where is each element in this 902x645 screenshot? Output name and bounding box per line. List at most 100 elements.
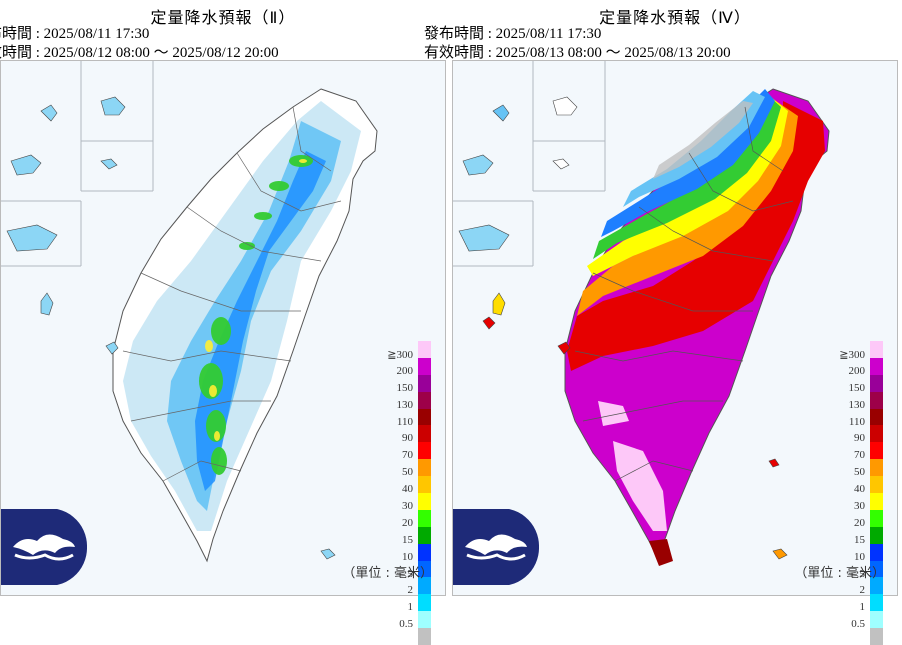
rainfall-map: ≧300 200 150 130 110 90 70 50 40 30 20 15 10 5 2 1 0.5 （… bbox=[452, 60, 898, 645]
legend-label: 15 bbox=[854, 533, 865, 546]
legend-swatch bbox=[418, 357, 431, 375]
legend-row: 70 bbox=[845, 442, 883, 461]
legend-swatch bbox=[418, 526, 431, 544]
legend-row: 10 bbox=[845, 543, 883, 563]
legend-row: 5 bbox=[393, 560, 431, 580]
legend-row: 110 bbox=[393, 408, 431, 428]
legend-swatch bbox=[870, 611, 883, 629]
legend-row: 50 bbox=[845, 459, 883, 478]
issue-time: 發布時間 : 2025/08/11 17:30 bbox=[424, 26, 602, 42]
legend-row bbox=[393, 628, 431, 645]
legend-row: 30 bbox=[393, 493, 431, 512]
legend-swatch bbox=[870, 459, 883, 477]
cwa-cloud-logo-icon bbox=[1, 509, 87, 585]
legend-label: 15 bbox=[402, 533, 413, 546]
legend-row: 90 bbox=[845, 425, 883, 444]
legend-label: 200 bbox=[848, 364, 866, 377]
legend-swatch bbox=[418, 560, 431, 578]
legend-label: 50 bbox=[402, 466, 413, 479]
legend-label: 10 bbox=[402, 550, 413, 563]
legend-label: 50 bbox=[854, 466, 865, 479]
unit-label: （單位 : 毫米） bbox=[342, 566, 433, 581]
legend-swatch bbox=[870, 357, 883, 375]
legend-row bbox=[845, 628, 883, 645]
legend-swatch bbox=[418, 391, 431, 409]
legend-row: 15 bbox=[393, 526, 431, 546]
issue-time: 發布時間 : 2025/08/11 17:30 bbox=[0, 26, 150, 42]
legend-label: 70 bbox=[402, 449, 413, 462]
legend-label: 5 bbox=[859, 567, 866, 580]
legend-label: 90 bbox=[854, 432, 865, 445]
legend-swatch bbox=[870, 374, 883, 392]
panel-title: 定量降水預報（Ⅱ） bbox=[150, 8, 296, 27]
legend-row: 40 bbox=[393, 476, 431, 495]
legend-row: ≧300 bbox=[387, 341, 431, 361]
valid-time: 有效時間 : 2025/08/13 08:00 ～ 2025/08/13 20:… bbox=[424, 45, 731, 61]
legend-row: 130 bbox=[393, 391, 431, 411]
legend-swatch bbox=[418, 425, 431, 443]
legend-swatch bbox=[418, 577, 431, 595]
legend-swatch bbox=[418, 442, 431, 460]
legend-row: 2 bbox=[845, 577, 883, 596]
legend-row: 90 bbox=[393, 425, 431, 444]
legend-label: 150 bbox=[848, 381, 866, 394]
legend-swatch bbox=[870, 391, 883, 409]
legend-row: ≧300 bbox=[839, 341, 883, 361]
forecast-panel-ii: 定量降水預報（Ⅱ） 發布時間 : 2025/08/11 17:30 有效時間 :… bbox=[0, 0, 446, 645]
legend-row: 110 bbox=[845, 408, 883, 428]
legend-label: 40 bbox=[854, 483, 865, 496]
legend-label: 30 bbox=[402, 500, 413, 513]
forecast-panel-iv: 定量降水預報（Ⅳ） 發布時間 : 2025/08/11 17:30 有效時間 :… bbox=[424, 0, 898, 645]
cwa-cloud-logo-icon bbox=[453, 509, 539, 585]
legend-row: 200 bbox=[845, 357, 883, 377]
legend-swatch bbox=[870, 442, 883, 460]
legend-swatch bbox=[870, 408, 883, 426]
legend-row: 5 bbox=[845, 560, 883, 580]
legend-swatch bbox=[418, 459, 431, 477]
legend-row: 15 bbox=[845, 526, 883, 546]
legend-label: 10 bbox=[854, 550, 865, 563]
legend-swatch bbox=[418, 476, 431, 494]
legend-row: 1 bbox=[393, 594, 431, 613]
legend-swatch bbox=[870, 594, 883, 612]
legend-swatch bbox=[870, 577, 883, 595]
taiwan-rainfall-map-iv bbox=[453, 61, 830, 566]
legend-row: 40 bbox=[845, 476, 883, 495]
legend-swatch bbox=[870, 509, 883, 527]
legend-swatch bbox=[418, 408, 431, 426]
legend-label: 20 bbox=[402, 516, 413, 529]
legend-label: ≧300 bbox=[387, 349, 413, 361]
legend-swatch bbox=[870, 543, 883, 561]
legend-row: 10 bbox=[393, 543, 431, 563]
legend-swatch bbox=[418, 493, 431, 510]
legend-label: 150 bbox=[396, 381, 414, 394]
legend-label: 90 bbox=[402, 432, 413, 445]
legend-row: 150 bbox=[393, 374, 431, 394]
rainfall-legend: ≧300 200 150 130 110 90 70 50 40 30 20 15 10 5 2 1 0.5 bbox=[839, 341, 883, 645]
legend-label: 20 bbox=[854, 516, 865, 529]
legend-swatch bbox=[870, 476, 883, 494]
legend-row: 20 bbox=[393, 509, 431, 529]
valid-time: 有效時間 : 2025/08/12 08:00 ～ 2025/08/12 20:… bbox=[0, 45, 279, 61]
legend-label: ≧300 bbox=[839, 349, 865, 361]
legend-swatch bbox=[870, 628, 883, 645]
legend-label: 30 bbox=[854, 500, 865, 513]
legend-row: 2 bbox=[393, 577, 431, 596]
legend-swatch bbox=[870, 425, 883, 443]
unit-label: （單位 : 毫米） bbox=[794, 566, 885, 581]
legend-label: 110 bbox=[396, 415, 413, 428]
legend-label: 2 bbox=[859, 584, 866, 597]
legend-row: 1 bbox=[845, 594, 883, 613]
legend-label: 70 bbox=[854, 449, 865, 462]
legend-row: 130 bbox=[845, 391, 883, 411]
legend-label: 5 bbox=[407, 567, 414, 580]
legend-label: 40 bbox=[402, 483, 413, 496]
legend-row: 20 bbox=[845, 509, 883, 529]
legend-swatch bbox=[418, 341, 431, 358]
panel-divider bbox=[446, 0, 452, 602]
legend-label: 200 bbox=[396, 364, 414, 377]
legend-swatch bbox=[418, 611, 431, 629]
legend-swatch bbox=[418, 509, 431, 527]
legend-row: 30 bbox=[845, 493, 883, 512]
legend-label: 130 bbox=[848, 398, 866, 411]
